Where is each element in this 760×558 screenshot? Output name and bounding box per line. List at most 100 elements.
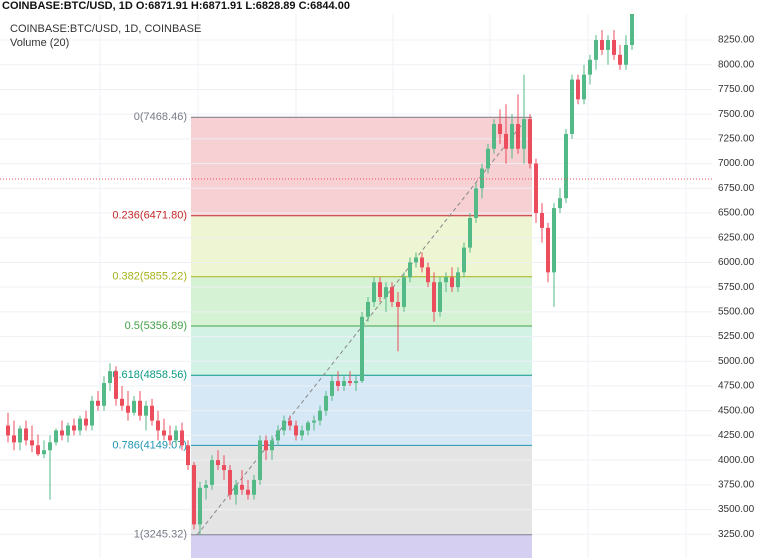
candle-body	[324, 395, 328, 411]
candle-body	[372, 282, 376, 302]
candle-body	[444, 277, 448, 283]
candle-body	[276, 430, 280, 441]
candle-body	[228, 470, 232, 495]
candle-body	[138, 400, 142, 416]
candle-body	[462, 247, 466, 273]
candle-body	[612, 40, 616, 55]
fib-band	[191, 215, 532, 277]
candle-body	[204, 484, 208, 488]
y-tick-label: 5250.00	[718, 331, 755, 342]
candle-body	[552, 208, 556, 273]
candle-body	[162, 430, 166, 436]
legend-volume: Volume (20)	[10, 37, 69, 49]
candle-body	[240, 484, 244, 490]
candle-body	[432, 282, 436, 312]
y-tick-label: 6500.00	[718, 208, 755, 219]
y-tick-label: 6250.00	[718, 232, 755, 243]
candle-body	[456, 272, 460, 288]
fib-label: 0.786(4149.07)	[112, 439, 187, 451]
candle-body	[492, 124, 496, 149]
candle-body	[606, 40, 610, 50]
legend-symbol: COINBASE:BTC/USD, 1D, COINBASE	[10, 23, 201, 35]
candle-body	[504, 133, 508, 149]
candle-body	[222, 465, 226, 471]
fib-label: 0.236(6471.80)	[112, 210, 187, 222]
candle-body	[318, 410, 322, 421]
price-axis: 3250.00 3500.00 3750.00 4000.00 4250.00 4500.…	[718, 35, 755, 540]
high: H:6871.91	[191, 0, 242, 12]
candle-body	[210, 460, 214, 485]
candle-body	[312, 420, 316, 423]
y-tick-label: 7500.00	[718, 109, 755, 120]
y-tick-label: 3250.00	[718, 529, 755, 540]
fib-label: 1(3245.32)	[134, 529, 187, 541]
candle-body	[60, 430, 64, 436]
candle-body	[54, 430, 58, 443]
y-tick-label: 8250.00	[718, 35, 755, 46]
candle-body	[192, 465, 196, 525]
candle-body	[90, 400, 94, 426]
candle-body	[348, 381, 352, 384]
candle-body	[24, 428, 28, 441]
candle-body	[516, 124, 520, 149]
candle-body	[474, 188, 478, 218]
candle-body	[564, 133, 568, 199]
fib-band	[191, 117, 532, 216]
fib-band	[191, 534, 532, 558]
grid	[0, 39, 712, 535]
candle-body	[486, 148, 490, 169]
low: L:6828.89	[245, 0, 295, 12]
candle-body	[288, 420, 292, 426]
y-tick-label: 5000.00	[718, 356, 755, 367]
candle-body	[336, 381, 340, 387]
y-tick-label: 5750.00	[718, 282, 755, 293]
candle-body	[366, 301, 370, 317]
candle-body	[588, 59, 592, 75]
y-tick-label: 6750.00	[718, 183, 755, 194]
open: O:6871.91	[136, 0, 188, 12]
candle-body	[624, 44, 628, 65]
fib-label: 0(7468.46)	[134, 111, 187, 123]
candle-body	[360, 316, 364, 382]
candles	[0, 14, 712, 535]
y-tick-label: 4500.00	[718, 405, 755, 416]
candle-body	[354, 381, 358, 384]
y-tick-label: 5500.00	[718, 307, 755, 318]
header: COINBASE:BTC/USD, 1D O:6871.91 H:6871.91…	[2, 0, 350, 12]
fib-label: 0.5(5356.89)	[125, 320, 187, 332]
candle-body	[174, 430, 178, 441]
candle-body	[36, 445, 40, 455]
candle-body	[6, 425, 10, 436]
candle-body	[150, 405, 154, 421]
candle-body	[522, 119, 526, 149]
candle-body	[84, 418, 88, 426]
y-tick-label: 8000.00	[718, 59, 755, 70]
close: C:6844.00	[299, 0, 350, 12]
candle-body	[468, 217, 472, 248]
candle-body	[264, 440, 268, 451]
candle-body	[108, 371, 112, 384]
candle-body	[252, 479, 256, 495]
y-tick-label: 6000.00	[718, 257, 755, 268]
fib-label: 0.618(4858.56)	[112, 369, 187, 381]
candle-body	[30, 440, 34, 446]
candle-body	[300, 430, 304, 436]
candle-body	[12, 435, 16, 443]
candle-body	[282, 420, 286, 431]
y-tick-label: 4750.00	[718, 381, 755, 392]
candle-body	[402, 277, 406, 307]
candle-body	[600, 40, 604, 50]
candle-body	[342, 381, 346, 387]
candle-body	[18, 428, 22, 443]
candle-body	[396, 301, 400, 307]
candle-body	[528, 119, 532, 164]
candle-body	[384, 287, 388, 298]
candle-body	[168, 435, 172, 441]
candle-body	[156, 420, 160, 431]
candle-body	[450, 277, 454, 288]
candle-body	[120, 398, 124, 406]
candle-body	[390, 287, 394, 302]
y-tick-label: 3750.00	[718, 479, 755, 490]
candle-body	[582, 74, 586, 100]
